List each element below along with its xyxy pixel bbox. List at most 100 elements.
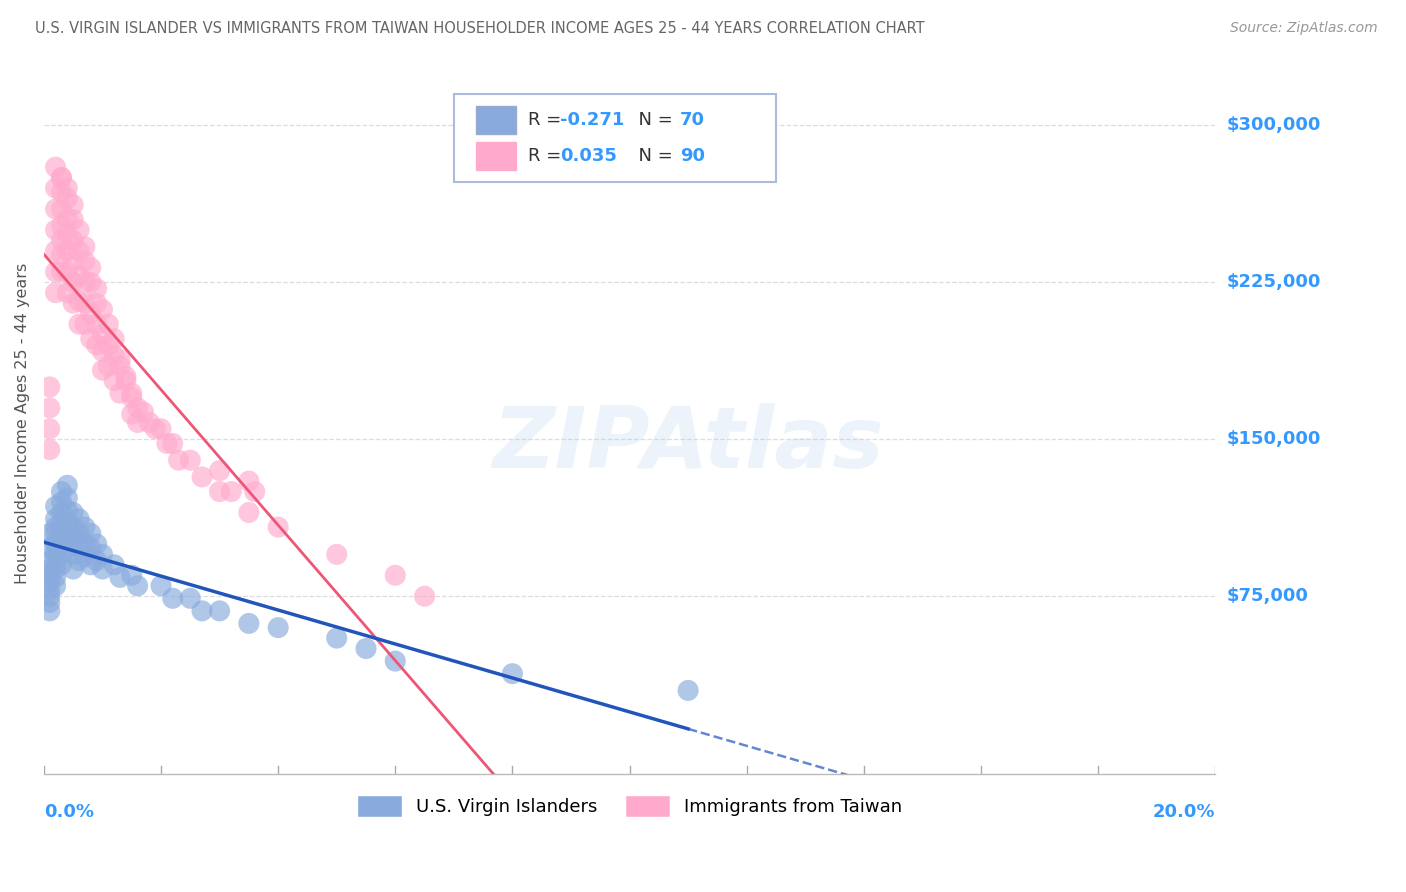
Point <box>121 391 143 405</box>
Point <box>86 554 108 568</box>
Point <box>62 506 84 520</box>
Point <box>62 275 84 289</box>
Point <box>38 422 60 436</box>
Point <box>67 294 90 309</box>
Point <box>162 591 184 606</box>
Point <box>80 260 103 275</box>
Text: R =: R = <box>527 112 567 129</box>
Point <box>38 562 60 576</box>
Point <box>67 526 90 541</box>
Point <box>67 512 90 526</box>
Point <box>56 285 79 300</box>
Point <box>150 579 173 593</box>
Text: $150,000: $150,000 <box>1226 430 1320 449</box>
Point <box>51 484 73 499</box>
FancyBboxPatch shape <box>454 94 776 182</box>
Point <box>80 541 103 555</box>
Point <box>45 512 67 526</box>
Point <box>91 562 114 576</box>
Point <box>45 526 67 541</box>
Point <box>179 453 201 467</box>
Point <box>238 506 260 520</box>
Point <box>62 254 84 268</box>
Point <box>45 181 67 195</box>
Point <box>108 386 131 401</box>
Point <box>91 327 114 342</box>
Text: 90: 90 <box>681 146 704 165</box>
Text: Source: ZipAtlas.com: Source: ZipAtlas.com <box>1230 21 1378 35</box>
Point <box>179 591 201 606</box>
Point <box>150 422 173 436</box>
Point <box>67 223 90 237</box>
Point <box>80 307 103 321</box>
Point <box>62 520 84 534</box>
Point <box>62 212 84 227</box>
Point <box>38 574 60 589</box>
Point <box>45 562 67 576</box>
Point <box>73 520 96 534</box>
Point <box>56 491 79 505</box>
Point <box>208 604 231 618</box>
Point <box>67 317 90 331</box>
Point <box>56 265 79 279</box>
Point <box>45 500 67 514</box>
Point <box>62 547 84 561</box>
Point <box>384 568 406 582</box>
Point <box>115 369 138 384</box>
Point <box>38 541 60 555</box>
Point <box>51 537 73 551</box>
Point <box>56 181 79 195</box>
Point <box>191 470 214 484</box>
Point <box>45 537 67 551</box>
Point <box>51 219 73 233</box>
FancyBboxPatch shape <box>477 106 516 134</box>
Text: ZIPAtlas: ZIPAtlas <box>492 403 884 486</box>
Point <box>103 558 125 572</box>
Point <box>127 416 149 430</box>
Point <box>221 484 243 499</box>
Point <box>80 526 103 541</box>
Point <box>80 275 103 289</box>
Point <box>413 589 436 603</box>
Point <box>62 234 84 248</box>
Point <box>80 558 103 572</box>
Point <box>67 541 90 555</box>
Point <box>45 244 67 258</box>
Point <box>384 654 406 668</box>
Text: R =: R = <box>527 146 567 165</box>
Text: 0.035: 0.035 <box>561 146 617 165</box>
Point <box>45 545 67 559</box>
Point <box>115 374 138 388</box>
Point <box>86 317 108 331</box>
Point <box>238 474 260 488</box>
Point <box>62 296 84 310</box>
Point <box>121 568 143 582</box>
Point <box>38 380 60 394</box>
Point <box>86 296 108 310</box>
Point <box>45 579 67 593</box>
Point <box>38 589 60 603</box>
Text: 0.0%: 0.0% <box>44 804 94 822</box>
Point <box>45 520 67 534</box>
Text: 20.0%: 20.0% <box>1153 804 1215 822</box>
Point <box>73 549 96 564</box>
Point <box>108 359 131 373</box>
Point <box>73 296 96 310</box>
Point <box>91 302 114 317</box>
Point <box>103 349 125 363</box>
Point <box>62 562 84 576</box>
Point <box>80 332 103 346</box>
Point <box>67 244 90 258</box>
Point <box>62 198 84 212</box>
FancyBboxPatch shape <box>477 142 516 169</box>
Point <box>238 616 260 631</box>
Point <box>167 453 190 467</box>
Point <box>51 547 73 561</box>
Point <box>45 202 67 216</box>
Point <box>56 503 79 517</box>
Point <box>73 317 96 331</box>
Point <box>45 570 67 584</box>
Text: $225,000: $225,000 <box>1226 273 1320 292</box>
Point <box>51 202 73 216</box>
Point <box>354 641 377 656</box>
